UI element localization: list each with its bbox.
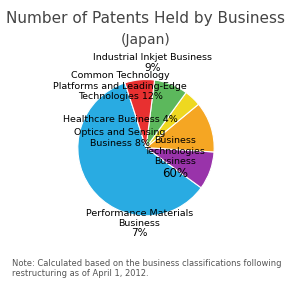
Text: Business
Technologies
Business: Business Technologies Business	[144, 136, 205, 166]
Text: Common Technology
Platforms and Leading-Edge
Technologies 12%: Common Technology Platforms and Leading-…	[53, 72, 187, 101]
Text: Number of Patents Held by Business: Number of Patents Held by Business	[6, 11, 286, 26]
Wedge shape	[146, 104, 214, 152]
Text: Optics and Sensing
Business 8%: Optics and Sensing Business 8%	[74, 128, 166, 148]
Wedge shape	[146, 93, 199, 148]
Wedge shape	[146, 80, 186, 148]
Text: Performance Materials
Business: Performance Materials Business	[86, 209, 193, 228]
Text: 7%: 7%	[131, 228, 147, 238]
Text: Note: Calculated based on the business classifications following
restructuring a: Note: Calculated based on the business c…	[12, 259, 281, 278]
Text: 60%: 60%	[162, 167, 188, 180]
Text: Industrial Inkjet Business: Industrial Inkjet Business	[93, 53, 212, 62]
Wedge shape	[78, 83, 201, 216]
Wedge shape	[125, 80, 154, 148]
Wedge shape	[146, 148, 214, 188]
Text: (Japan): (Japan)	[121, 33, 171, 47]
Text: Healthcare Business 4%: Healthcare Business 4%	[63, 114, 178, 124]
Text: 9%: 9%	[145, 63, 161, 73]
